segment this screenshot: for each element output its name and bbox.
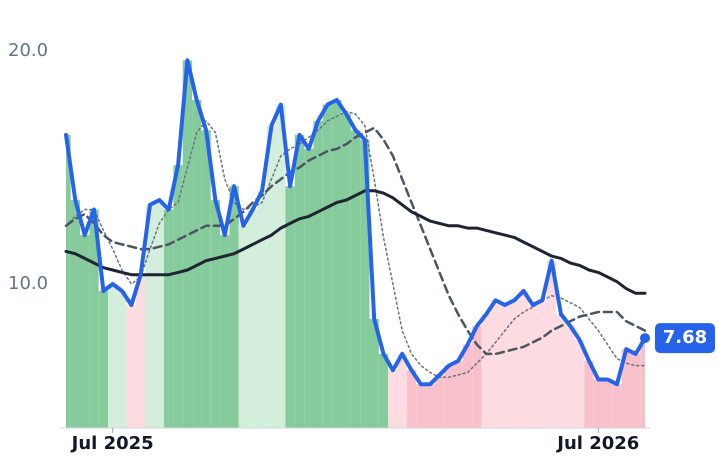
area-band xyxy=(434,374,445,428)
area-band xyxy=(210,200,221,428)
area-band xyxy=(518,291,529,428)
area-band xyxy=(108,284,118,428)
area-band xyxy=(593,379,603,428)
area-band xyxy=(98,291,109,428)
area-band xyxy=(425,384,435,428)
series-line xyxy=(64,189,647,295)
area-band xyxy=(640,338,645,428)
area-band xyxy=(416,384,426,428)
value-label: 7.68 xyxy=(663,327,707,348)
area-band xyxy=(332,99,342,429)
area-band xyxy=(378,353,389,428)
area-band xyxy=(369,318,379,428)
area-band xyxy=(229,186,239,428)
area-band xyxy=(621,349,631,428)
area-band xyxy=(453,360,463,428)
y-tick-label: 20.0 xyxy=(8,40,48,61)
area-band xyxy=(574,339,585,428)
series-line xyxy=(65,110,646,378)
area-band xyxy=(612,384,622,428)
area-band xyxy=(70,200,81,428)
area-band xyxy=(565,325,575,428)
x-tick-label: Jul 2025 xyxy=(70,433,154,454)
area-band xyxy=(341,113,351,429)
area-band xyxy=(537,300,547,428)
area-band xyxy=(500,304,510,428)
area-band xyxy=(201,130,211,429)
area-band xyxy=(117,291,127,428)
area-band xyxy=(388,370,398,428)
y-tick-label: 10.0 xyxy=(8,273,48,294)
area-band xyxy=(556,314,566,428)
area-band xyxy=(276,104,286,428)
area-band xyxy=(220,235,230,428)
area-band xyxy=(350,130,361,429)
x-tick-label: Jul 2026 xyxy=(555,433,639,454)
area-band xyxy=(406,370,417,428)
area-band xyxy=(602,379,613,428)
area-band xyxy=(528,304,538,428)
last-point xyxy=(640,333,650,344)
area-band xyxy=(173,165,183,428)
area-band xyxy=(444,365,454,428)
area-band xyxy=(257,190,267,428)
value-badge xyxy=(655,323,715,354)
area-band xyxy=(145,204,155,428)
area-band xyxy=(126,304,137,428)
area-band xyxy=(285,186,295,428)
area-band xyxy=(462,344,473,428)
area-band xyxy=(490,300,501,428)
area-band xyxy=(360,139,370,428)
area-band xyxy=(509,300,519,428)
area-band xyxy=(182,60,193,428)
area-band xyxy=(248,209,258,428)
area-band xyxy=(313,120,323,428)
area-band xyxy=(584,360,594,428)
area-band xyxy=(397,353,407,428)
area-band xyxy=(238,225,249,428)
area-band xyxy=(322,104,333,428)
area-band xyxy=(66,134,71,428)
series-line xyxy=(64,126,647,356)
area-band xyxy=(266,125,277,428)
area-band xyxy=(304,148,314,428)
area-band xyxy=(481,314,491,428)
series-line xyxy=(64,58,647,387)
area-band xyxy=(154,200,165,428)
area-band xyxy=(472,325,482,428)
area-band xyxy=(80,235,90,428)
area-band xyxy=(630,353,641,428)
area-band xyxy=(164,209,174,428)
area-band xyxy=(136,274,146,428)
area-band xyxy=(294,134,305,428)
area-band xyxy=(89,209,99,428)
area-band xyxy=(546,260,557,428)
